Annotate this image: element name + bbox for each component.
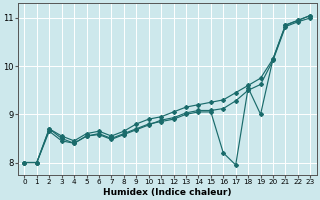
X-axis label: Humidex (Indice chaleur): Humidex (Indice chaleur) [103,188,232,197]
